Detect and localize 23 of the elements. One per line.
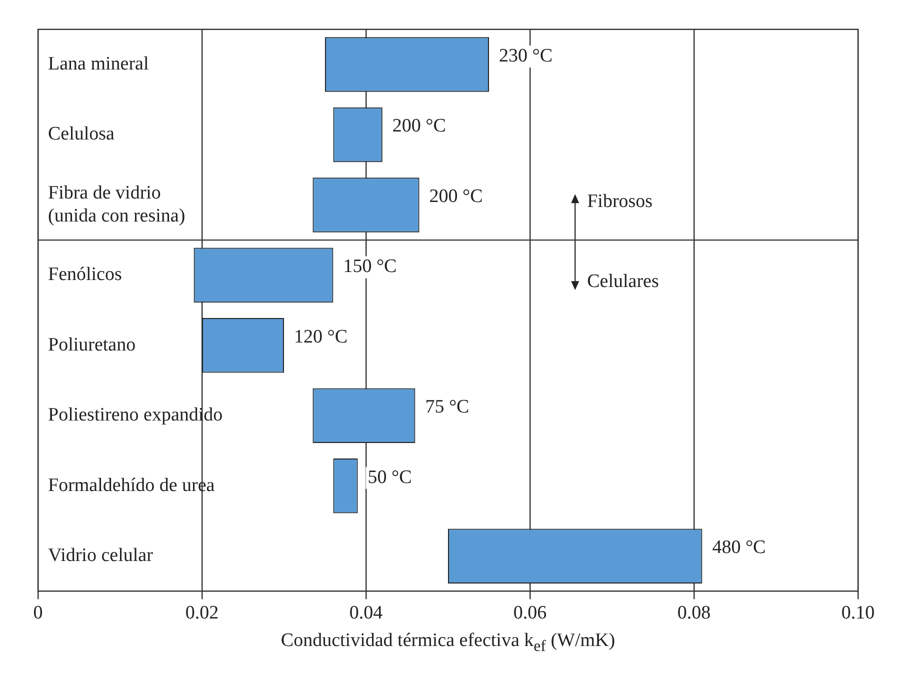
x-tick-label: 0.10	[841, 602, 875, 624]
annotation: Celulares	[587, 271, 659, 292]
annotation: 150 °C	[343, 256, 397, 278]
x-tick-label: 0.04	[349, 602, 384, 624]
annotation: 230 °C	[499, 45, 553, 66]
x-tick-label: 0.08	[677, 602, 711, 624]
y-tick-label: Lana mineral	[48, 53, 149, 74]
annotation: 480 °C	[712, 537, 766, 558]
y-tick-label: Celulosa	[48, 124, 116, 145]
annotation: Fibrosos	[587, 191, 653, 212]
annotation: 200 °C	[392, 116, 446, 137]
annotation: 50 °C	[368, 466, 412, 488]
x-axis-title: Conductividad térmica efectiva k$_{ef}$ (W/mK)	[280, 630, 616, 656]
x-tick-label: 0.06	[513, 602, 547, 624]
y-tick-label: Poliuretano	[48, 334, 136, 356]
x-tick-label: 0	[33, 602, 43, 624]
x-tick-label: 0.02	[185, 602, 219, 624]
annotation: 75 °C	[425, 396, 470, 418]
y-tick-label: Fenólicos	[48, 264, 122, 286]
annotation: 120 °C	[294, 326, 348, 348]
y-tick-label: Vidrio celular	[48, 545, 154, 566]
y-tick-label: Fibra de vidrio (unida con resina)	[48, 182, 186, 226]
annotation: 200 °C	[429, 186, 483, 207]
